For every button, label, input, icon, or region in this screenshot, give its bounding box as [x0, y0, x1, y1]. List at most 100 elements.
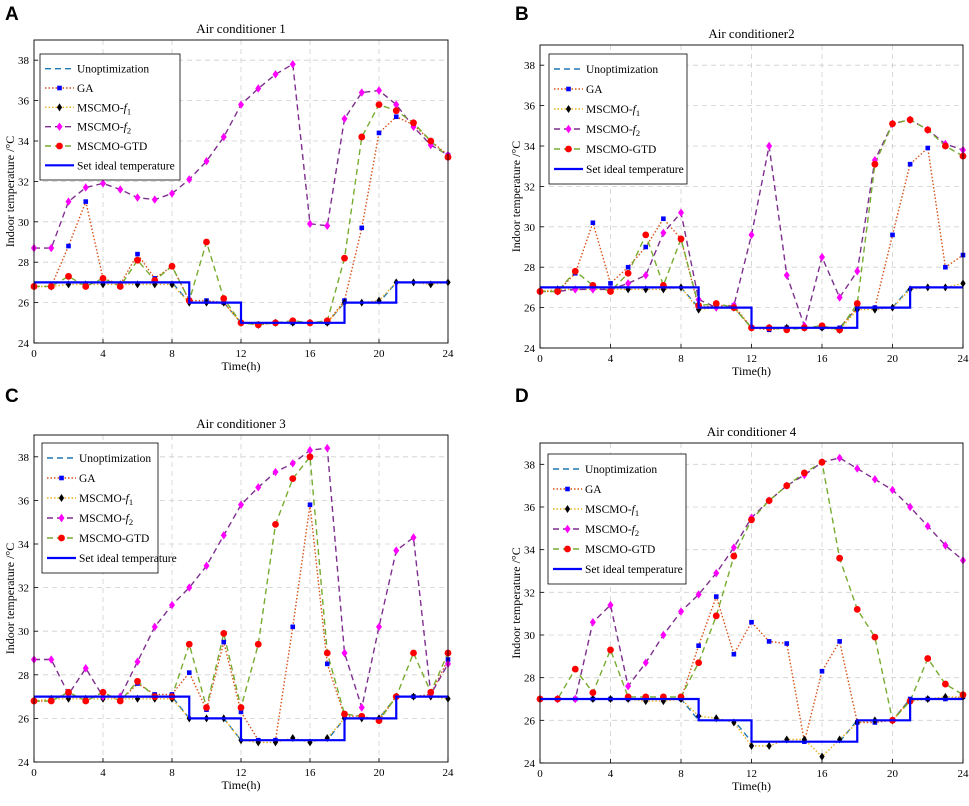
panel-a-series-gtd-point — [410, 119, 417, 127]
panel-c-series-gtd-point — [82, 697, 90, 705]
panel-a-series-gtd-point — [65, 272, 72, 280]
panel-c-series-ga-point — [186, 670, 192, 675]
panel-a-ytick-label: 30 — [18, 217, 30, 229]
panel-c-series-f2-point — [238, 500, 244, 509]
panel-c-series-gtd-point — [427, 688, 435, 696]
panel-c-xtick-label: 8 — [169, 767, 175, 779]
panel-c-series-gtd-point — [134, 677, 141, 685]
panel-b-series-gtd-point — [871, 160, 879, 168]
panel-b-legend-f2-label: MSCMO-f2 — [586, 124, 640, 138]
panel-d-series-gtd-point — [748, 516, 755, 524]
panel-b-ytick-label: 34 — [524, 141, 536, 153]
panel-b-series-ga-point — [943, 264, 948, 270]
panel-b-legend-ideal-label: Set ideal temperature — [586, 164, 684, 176]
panel-c-legend-f2-label: MSCMO-f2 — [79, 513, 133, 527]
panel-a-series-f2-point — [272, 70, 279, 79]
panel-d-series-gtd-point — [712, 612, 720, 620]
panel-b-xtick-label: 12 — [746, 353, 757, 365]
panel-c-ideal-temperature-line — [34, 695, 448, 742]
panel-a-series-gtd-point — [134, 256, 141, 264]
panel-b-xtick-label: 4 — [608, 353, 614, 365]
panel-b-xtick-label: 16 — [817, 353, 829, 365]
panel-a-axes-frame — [33, 39, 449, 344]
panel-b-series-gtd-point — [941, 142, 949, 150]
panel-d-series-f1-point — [819, 752, 825, 761]
panel-b-legend-unopt-label: Unoptimization — [586, 64, 658, 76]
panel-a-xtick-label: 0 — [31, 348, 37, 360]
panel-c-xtick-label: 16 — [305, 767, 317, 779]
panel-d-ytick-label: 36 — [524, 502, 536, 514]
panel-a-series-f2-point — [48, 243, 55, 253]
panel-d-legend-box — [547, 453, 687, 585]
panel-a-series-gtd-point — [358, 133, 366, 141]
panel-d-xtick-label: 20 — [887, 768, 899, 780]
panel-a-series-ga-point — [83, 199, 89, 204]
panel-a-series-f2-point — [324, 221, 331, 231]
panel-b-series-gtd-point — [571, 267, 579, 275]
panel-c-legend-f1-label: MSCMO-f1 — [79, 493, 133, 507]
panel-c-ytick-label: 24 — [18, 757, 30, 769]
panel-d-legend-ga-marker — [565, 486, 570, 492]
panel-c-series-f2-point — [358, 703, 365, 712]
panel-b-series-ga-point — [925, 145, 931, 151]
panel-c-series-f2-point — [220, 531, 227, 540]
panel-c-series-gtd-point — [306, 453, 314, 461]
panel-c-legend-ga-label: GA — [79, 473, 96, 485]
panel-d-xtick-label: 24 — [958, 768, 969, 780]
panel-d-series-gtd-point — [783, 482, 791, 490]
panel-a-series-gtd-point — [375, 101, 383, 109]
panel-c-series-gtd-point — [237, 704, 245, 711]
panel-d-series-f2-point — [942, 541, 949, 550]
panel-d-series-gtd-point — [818, 458, 826, 466]
panel-d-series-ga-point — [749, 619, 754, 625]
panel-d-legend-f1-label: MSCMO-f1 — [585, 504, 639, 518]
panel-d-series-gtd-point — [836, 554, 844, 562]
panel-b-series-f2-point — [678, 208, 684, 217]
panel-d-legend-f2-label: MSCMO-f2 — [585, 524, 639, 538]
panel-c-series-f2-point — [151, 622, 158, 632]
panel-a-series-f2-point — [255, 84, 262, 93]
panel-b-series-f2-point — [660, 228, 667, 238]
panel-c-series-gtd-point — [47, 697, 55, 705]
panel-a-series-gtd-point — [341, 254, 348, 262]
panel-d-series-ga-point — [696, 643, 701, 648]
panel-d-xtick-label: 0 — [537, 768, 543, 780]
panel-a-series-f1-point — [100, 280, 106, 289]
panel-b-series-ga-point — [661, 216, 666, 222]
panel-c: C Air conditioner 3 0 4 8 12 16 20 24 24 26 28 30 32 3… — [3, 386, 454, 792]
panel-d-series-f2-point — [730, 543, 737, 552]
panel-d-series-f2-point — [660, 630, 667, 640]
panel-d-ytick-label: 34 — [524, 545, 536, 557]
panel-b-legend-ga-label: GA — [586, 84, 603, 96]
panel-c-ytick-label: 34 — [18, 539, 30, 551]
panel-b-xtick-label: 20 — [887, 353, 899, 365]
panel-a-series-f2-point — [186, 175, 193, 184]
panel-d-series-f2-point — [713, 568, 720, 578]
panel-c-legend-unopt-label: Unoptimization — [79, 453, 151, 465]
panel-b-series-f2-point — [783, 271, 790, 280]
panel-b-series-gtd-point — [642, 231, 650, 239]
panel-a-letter: A — [5, 4, 19, 25]
panel-a-series-f2-point — [169, 189, 175, 198]
panel-b-series-f2-point — [854, 267, 861, 276]
panel-c-series-gtd-point — [99, 688, 107, 696]
panel-a-legend-gtd-marker — [56, 142, 63, 150]
panel-d-series-ga-point — [784, 641, 790, 646]
panel-c-series-ga-point — [290, 624, 296, 630]
panel-a-series-ga-point — [393, 114, 399, 120]
panel-c-series-gtd-point — [272, 520, 279, 528]
panel-d-series-gtd-point — [607, 646, 614, 654]
panel-c-series-f2-point — [307, 446, 313, 455]
panel-c-series-gtd-point — [116, 697, 124, 705]
panel-c-series-f2-point — [410, 533, 417, 542]
panel-b-series-gtd-point — [924, 126, 932, 134]
panel-b-series-gtd-point — [906, 116, 914, 124]
panel-d-series-f2-point — [889, 485, 896, 495]
panel-b-legend: Unoptimization GA MSCMO-f1 MSCMO-f2 MSCMO-GT… — [548, 53, 688, 185]
panel-a-legend-box — [39, 53, 181, 181]
panel-b-legend-gtd-label: MSCMO-GTD — [586, 144, 656, 156]
panel-d-series-gtd-point — [571, 665, 579, 673]
panel-a-legend-gtd-label: MSCMO-GTD — [77, 141, 147, 153]
panel-c-series-f2-point — [255, 483, 262, 492]
panel-d-series-f2-point — [589, 618, 596, 627]
